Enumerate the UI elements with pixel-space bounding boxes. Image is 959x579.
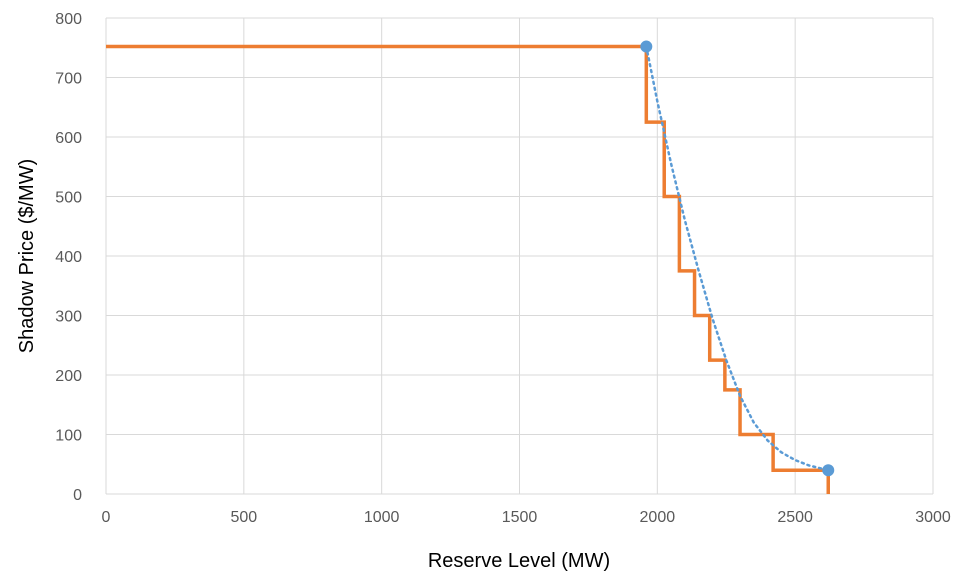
curve-endpoint-marker	[822, 464, 835, 477]
y-axis-title: Shadow Price ($/MW)	[16, 159, 38, 354]
y-tick-label: 100	[55, 428, 82, 445]
grid-layer	[105, 17, 934, 495]
dotted-curve-series	[645, 45, 830, 472]
tick-layer: 0 500 1000 1500 2000 2500 3000 0 100 200 300 400 500…	[55, 11, 951, 526]
x-tick-label: 500	[230, 509, 257, 526]
curve-endpoint-marker	[640, 40, 653, 53]
y-tick-label: 700	[55, 71, 82, 88]
x-axis-title: Reserve Level (MW)	[428, 550, 610, 572]
x-tick-label: 3000	[915, 509, 951, 526]
series-layer	[106, 40, 835, 494]
y-tick-label: 300	[55, 309, 82, 326]
x-tick-label: 1500	[502, 509, 538, 526]
y-tick-label: 500	[55, 190, 82, 207]
y-tick-label: 800	[55, 11, 82, 28]
x-tick-label: 2000	[640, 509, 676, 526]
y-tick-label: 0	[73, 487, 82, 504]
x-tick-label: 1000	[364, 509, 400, 526]
step-line-series	[106, 44, 830, 494]
x-tick-label: 0	[102, 509, 111, 526]
x-tick-label: 2500	[777, 509, 813, 526]
y-tick-label: 200	[55, 368, 82, 385]
y-tick-label: 600	[55, 130, 82, 147]
y-tick-label: 400	[55, 249, 82, 266]
